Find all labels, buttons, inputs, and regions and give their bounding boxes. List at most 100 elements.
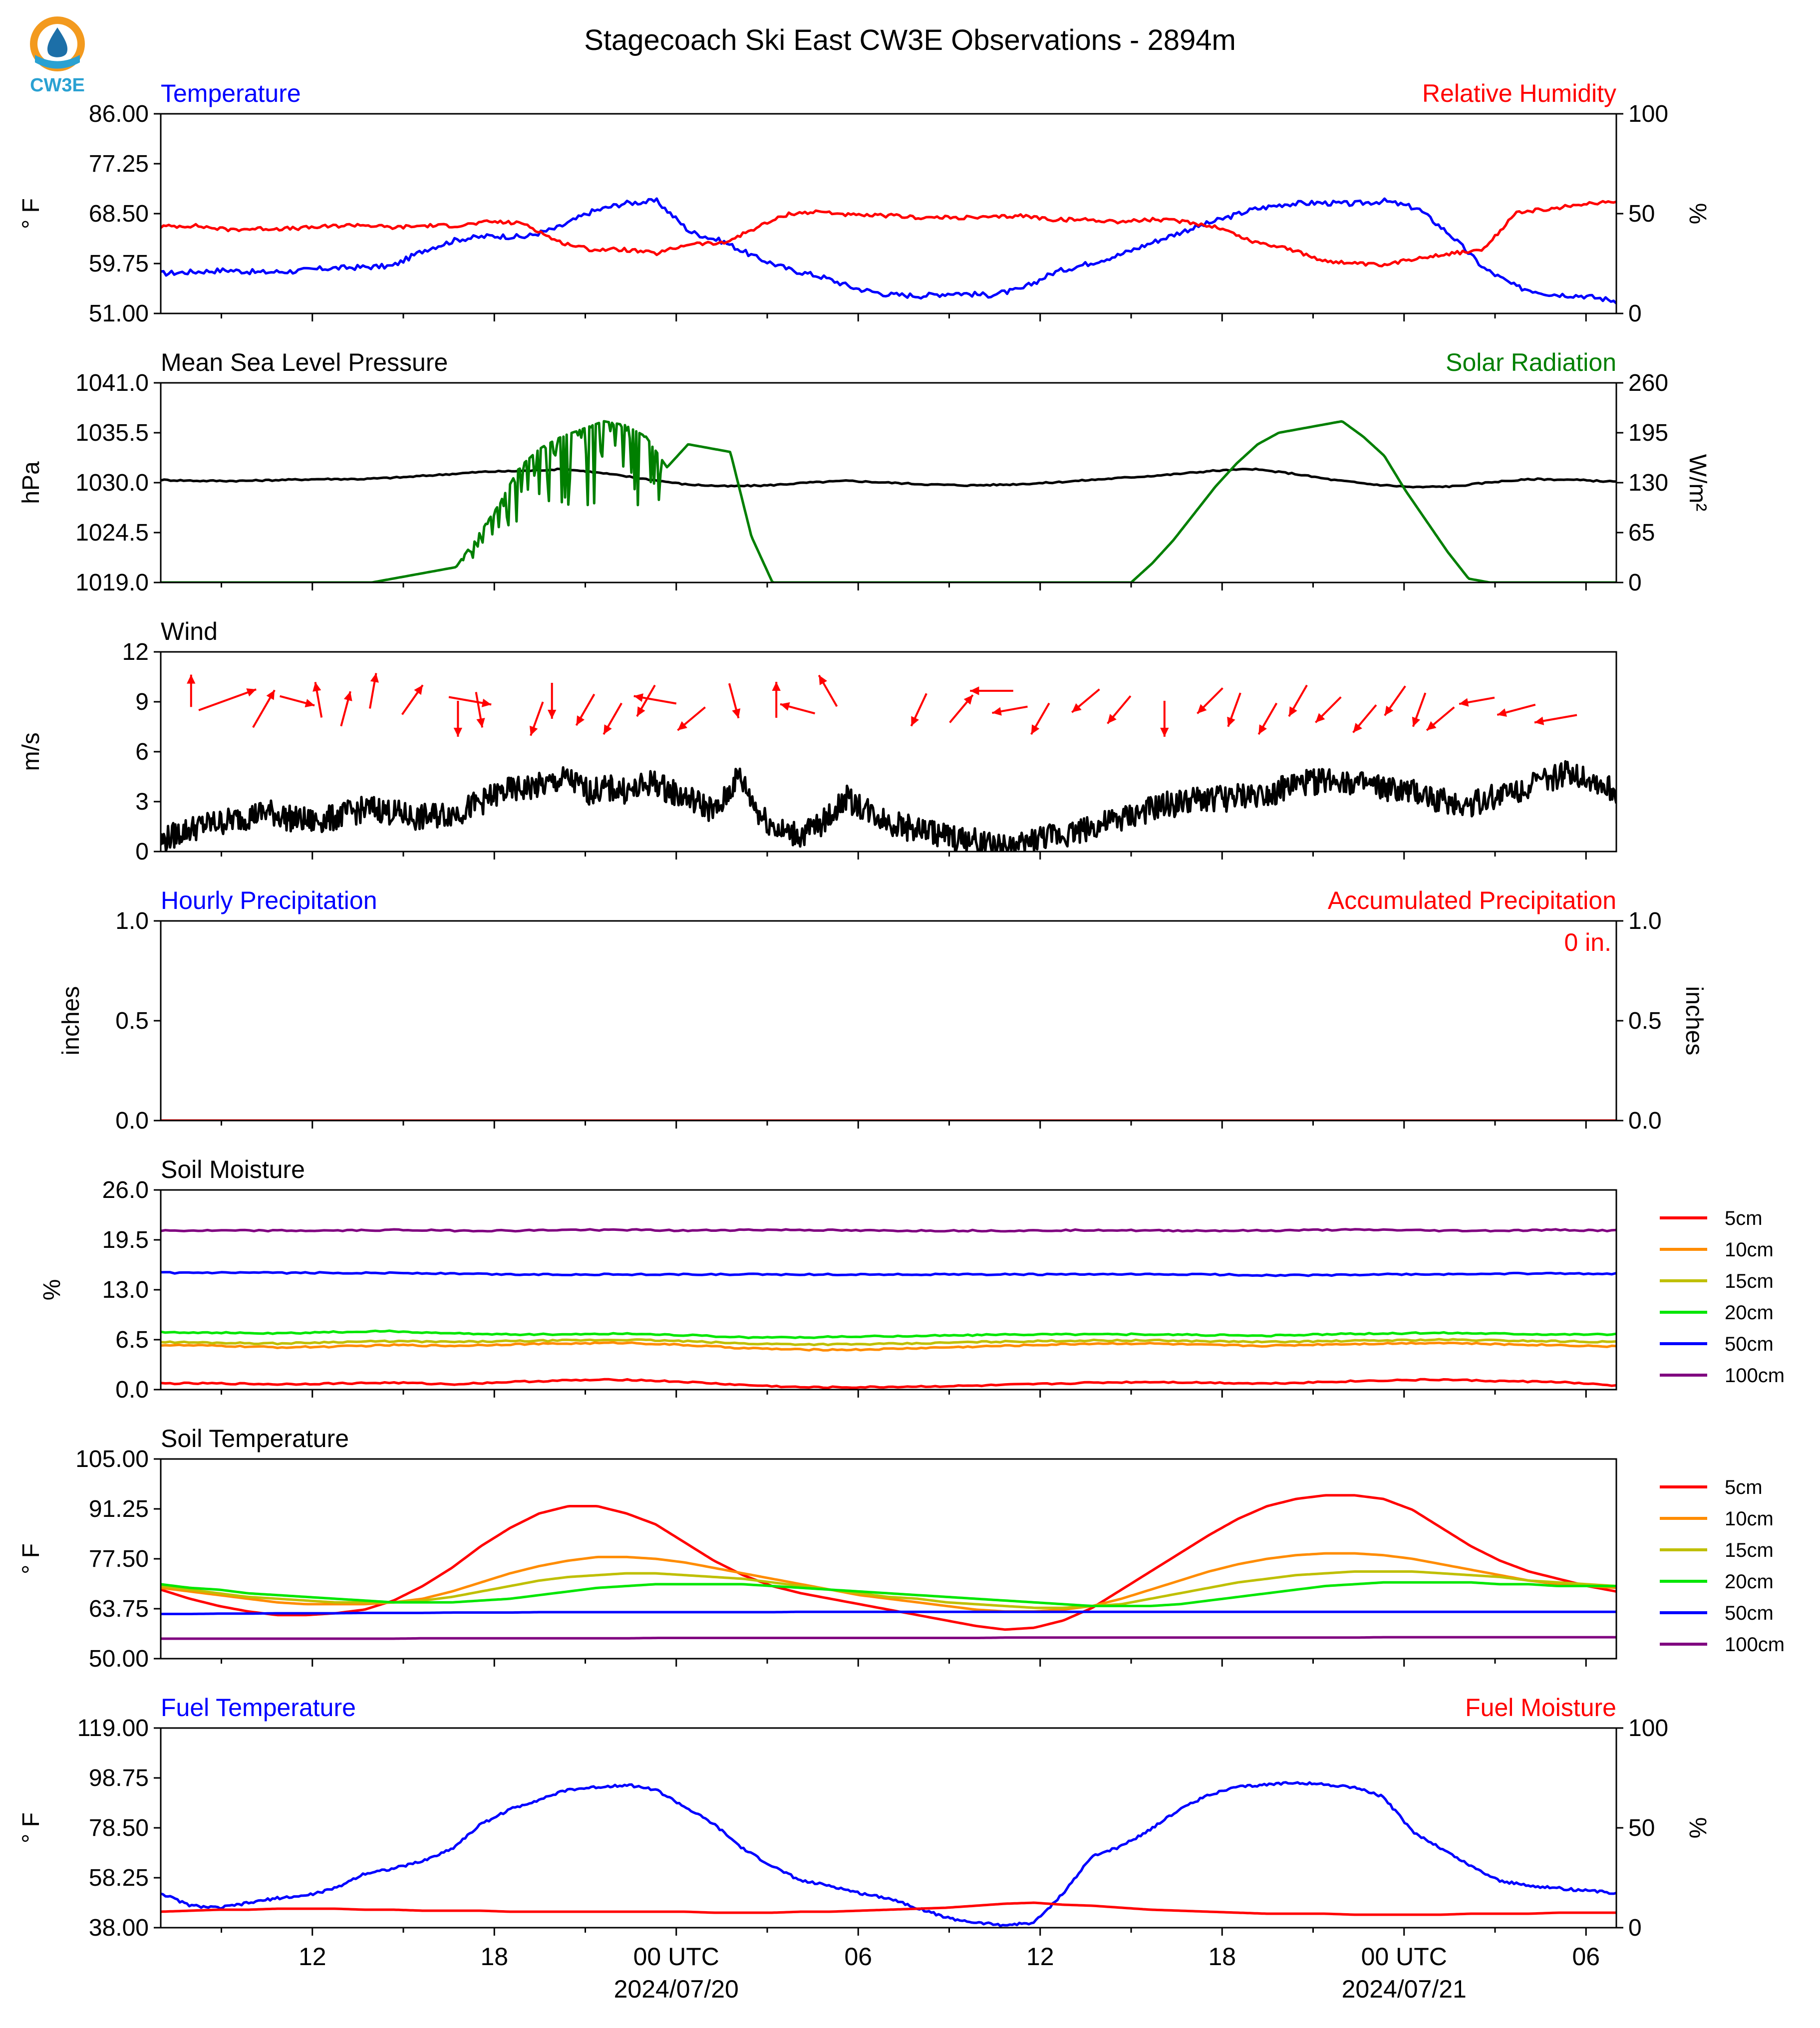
- legend-entry: 5cm: [1725, 1476, 1763, 1498]
- y-tick-label: 105.00: [75, 1446, 149, 1472]
- wind-arrow: [1534, 714, 1577, 725]
- panel-1: Mean Sea Level Pressure Solar Radiation 10…: [18, 348, 1711, 596]
- wind-arrow: [970, 686, 1013, 695]
- wind-arrow: [1497, 703, 1536, 717]
- wind-arrow: [198, 688, 257, 711]
- series-line-0: [161, 760, 1616, 852]
- wind-arrow-head: [780, 702, 790, 711]
- wind-arrow-head: [677, 721, 687, 731]
- wind-arrow: [1459, 696, 1495, 707]
- wind-arrow-head: [1459, 698, 1469, 707]
- y-axis-label: ° F: [18, 1812, 44, 1843]
- y-axis-label: m/s: [18, 732, 44, 771]
- wind-arrow: [949, 694, 974, 723]
- legend-entry: 15cm: [1725, 1539, 1774, 1561]
- wind-arrow: [992, 705, 1028, 716]
- panel-5-left-title: Soil Temperature: [161, 1425, 349, 1452]
- y-tick-label: 1.0: [115, 908, 149, 934]
- y-right-axis-label: W/m²: [1684, 454, 1711, 512]
- series-line-1: [161, 420, 1616, 582]
- panel-3: Hourly Precipitation Accumulated Precipit…: [58, 886, 1707, 1134]
- wind-arrow-head: [1072, 703, 1082, 713]
- series-line-1: [161, 200, 1616, 268]
- wind-arrow: [1352, 704, 1377, 733]
- wind-arrow-head: [453, 728, 462, 737]
- panel-5-legend: 5cm 10cm 15cm 20cm 50cm 100cm: [1660, 1476, 1785, 1656]
- series-line-0: [161, 1378, 1616, 1390]
- y-right-tick-label: 195: [1628, 420, 1668, 446]
- legend-entry: 20cm: [1725, 1302, 1774, 1324]
- series-line-0: [161, 467, 1616, 489]
- wind-arrow-head: [633, 693, 643, 702]
- legend-entry: 100cm: [1725, 1634, 1785, 1656]
- y-tick-label: 68.50: [89, 201, 149, 227]
- panel-3-right-title: Accumulated Precipitation: [1328, 886, 1616, 914]
- wind-arrow: [1197, 687, 1223, 714]
- panel-3-frame: [160, 920, 1617, 1122]
- y-tick-label: 1019.0: [75, 570, 149, 596]
- y-right-tick-label: 65: [1628, 520, 1655, 546]
- panel-3-left-title: Hourly Precipitation: [161, 886, 377, 914]
- y-tick-label: 50.00: [89, 1646, 149, 1672]
- wind-arrow: [312, 682, 323, 718]
- wind-arrow: [1288, 684, 1308, 717]
- time-axis: 12 18 00 UTC 06 12 18 00 UTC 06 2024/07/20 2024/0…: [299, 1943, 1600, 2003]
- wind-arrow: [780, 702, 816, 715]
- logo-text: CW3E: [30, 75, 85, 96]
- x-tick-label: 12: [1026, 1943, 1054, 1971]
- panel-5-plot: [161, 1494, 1616, 1640]
- series-line-3: [161, 1581, 1616, 1607]
- wind-arrow: [1412, 692, 1427, 727]
- panel-4-frame: [160, 1189, 1617, 1391]
- panel-6: Fuel Temperature Fuel Moisture 119.00 98.75…: [18, 1694, 1711, 1941]
- y-right-tick-label: 100: [1628, 101, 1668, 127]
- panel-4: Soil Moisture 26.0 19.5 13.0 6.5 0.0% 5cm 10cm 1…: [39, 1156, 1785, 1403]
- wind-arrow: [636, 684, 656, 717]
- wind-arrow-head: [992, 707, 1002, 716]
- y-tick-label: 26.0: [102, 1177, 149, 1203]
- series-line-1: [161, 1341, 1616, 1352]
- logo-wave-shape: [35, 55, 80, 69]
- wind-arrow-head: [343, 691, 352, 701]
- y-tick-label: 1041.0: [75, 370, 149, 396]
- wind-arrow: [677, 706, 706, 731]
- series-line-0: [161, 1781, 1616, 1927]
- wind-arrow: [1030, 702, 1050, 735]
- x-tick-label: 18: [480, 1943, 508, 1971]
- y-tick-label: 12: [122, 639, 149, 665]
- panel-2-left-title: Wind: [161, 617, 218, 645]
- wind-arrow: [1071, 688, 1100, 713]
- wind-arrow: [772, 682, 781, 718]
- wind-arrow-head: [1534, 716, 1544, 725]
- y-tick-label: 0.0: [115, 1377, 149, 1403]
- y-axis-label: inches: [58, 986, 84, 1056]
- wind-arrow-head: [1031, 724, 1040, 735]
- wind-arrow-head: [312, 682, 321, 692]
- wind-arrow: [633, 693, 677, 705]
- series-line-5: [161, 1228, 1616, 1233]
- wind-arrow: [1426, 706, 1455, 731]
- wind-arrow-head: [604, 724, 612, 735]
- wind-arrow: [340, 691, 352, 727]
- x-tick-label: 18: [1208, 1943, 1236, 1971]
- wind-arrow-head: [1315, 713, 1325, 723]
- series-line-0: [161, 197, 1616, 304]
- y-right-tick-label: 0: [1628, 1915, 1642, 1941]
- series-line-4: [161, 1271, 1616, 1277]
- wind-arrow-head: [530, 725, 538, 736]
- y-right-axis-label: %: [1684, 203, 1711, 225]
- wind-arrow: [530, 701, 544, 736]
- panel-1-left-title: Mean Sea Level Pressure: [161, 348, 448, 376]
- y-tick-label: 1035.5: [75, 420, 149, 446]
- y-tick-label: 0: [135, 839, 149, 865]
- wind-arrow-head: [1107, 714, 1117, 724]
- wind-arrow: [401, 684, 424, 715]
- legend-entry: 20cm: [1725, 1571, 1774, 1593]
- panel-0-plot: [161, 197, 1616, 304]
- y-tick-label: 1024.5: [75, 520, 149, 546]
- x-tick-label: 00 UTC: [633, 1943, 719, 1971]
- wind-arrow: [575, 693, 596, 726]
- wind-arrow-head: [772, 682, 781, 691]
- y-tick-label: 1030.0: [75, 470, 149, 496]
- y-tick-label: 6.5: [115, 1327, 149, 1353]
